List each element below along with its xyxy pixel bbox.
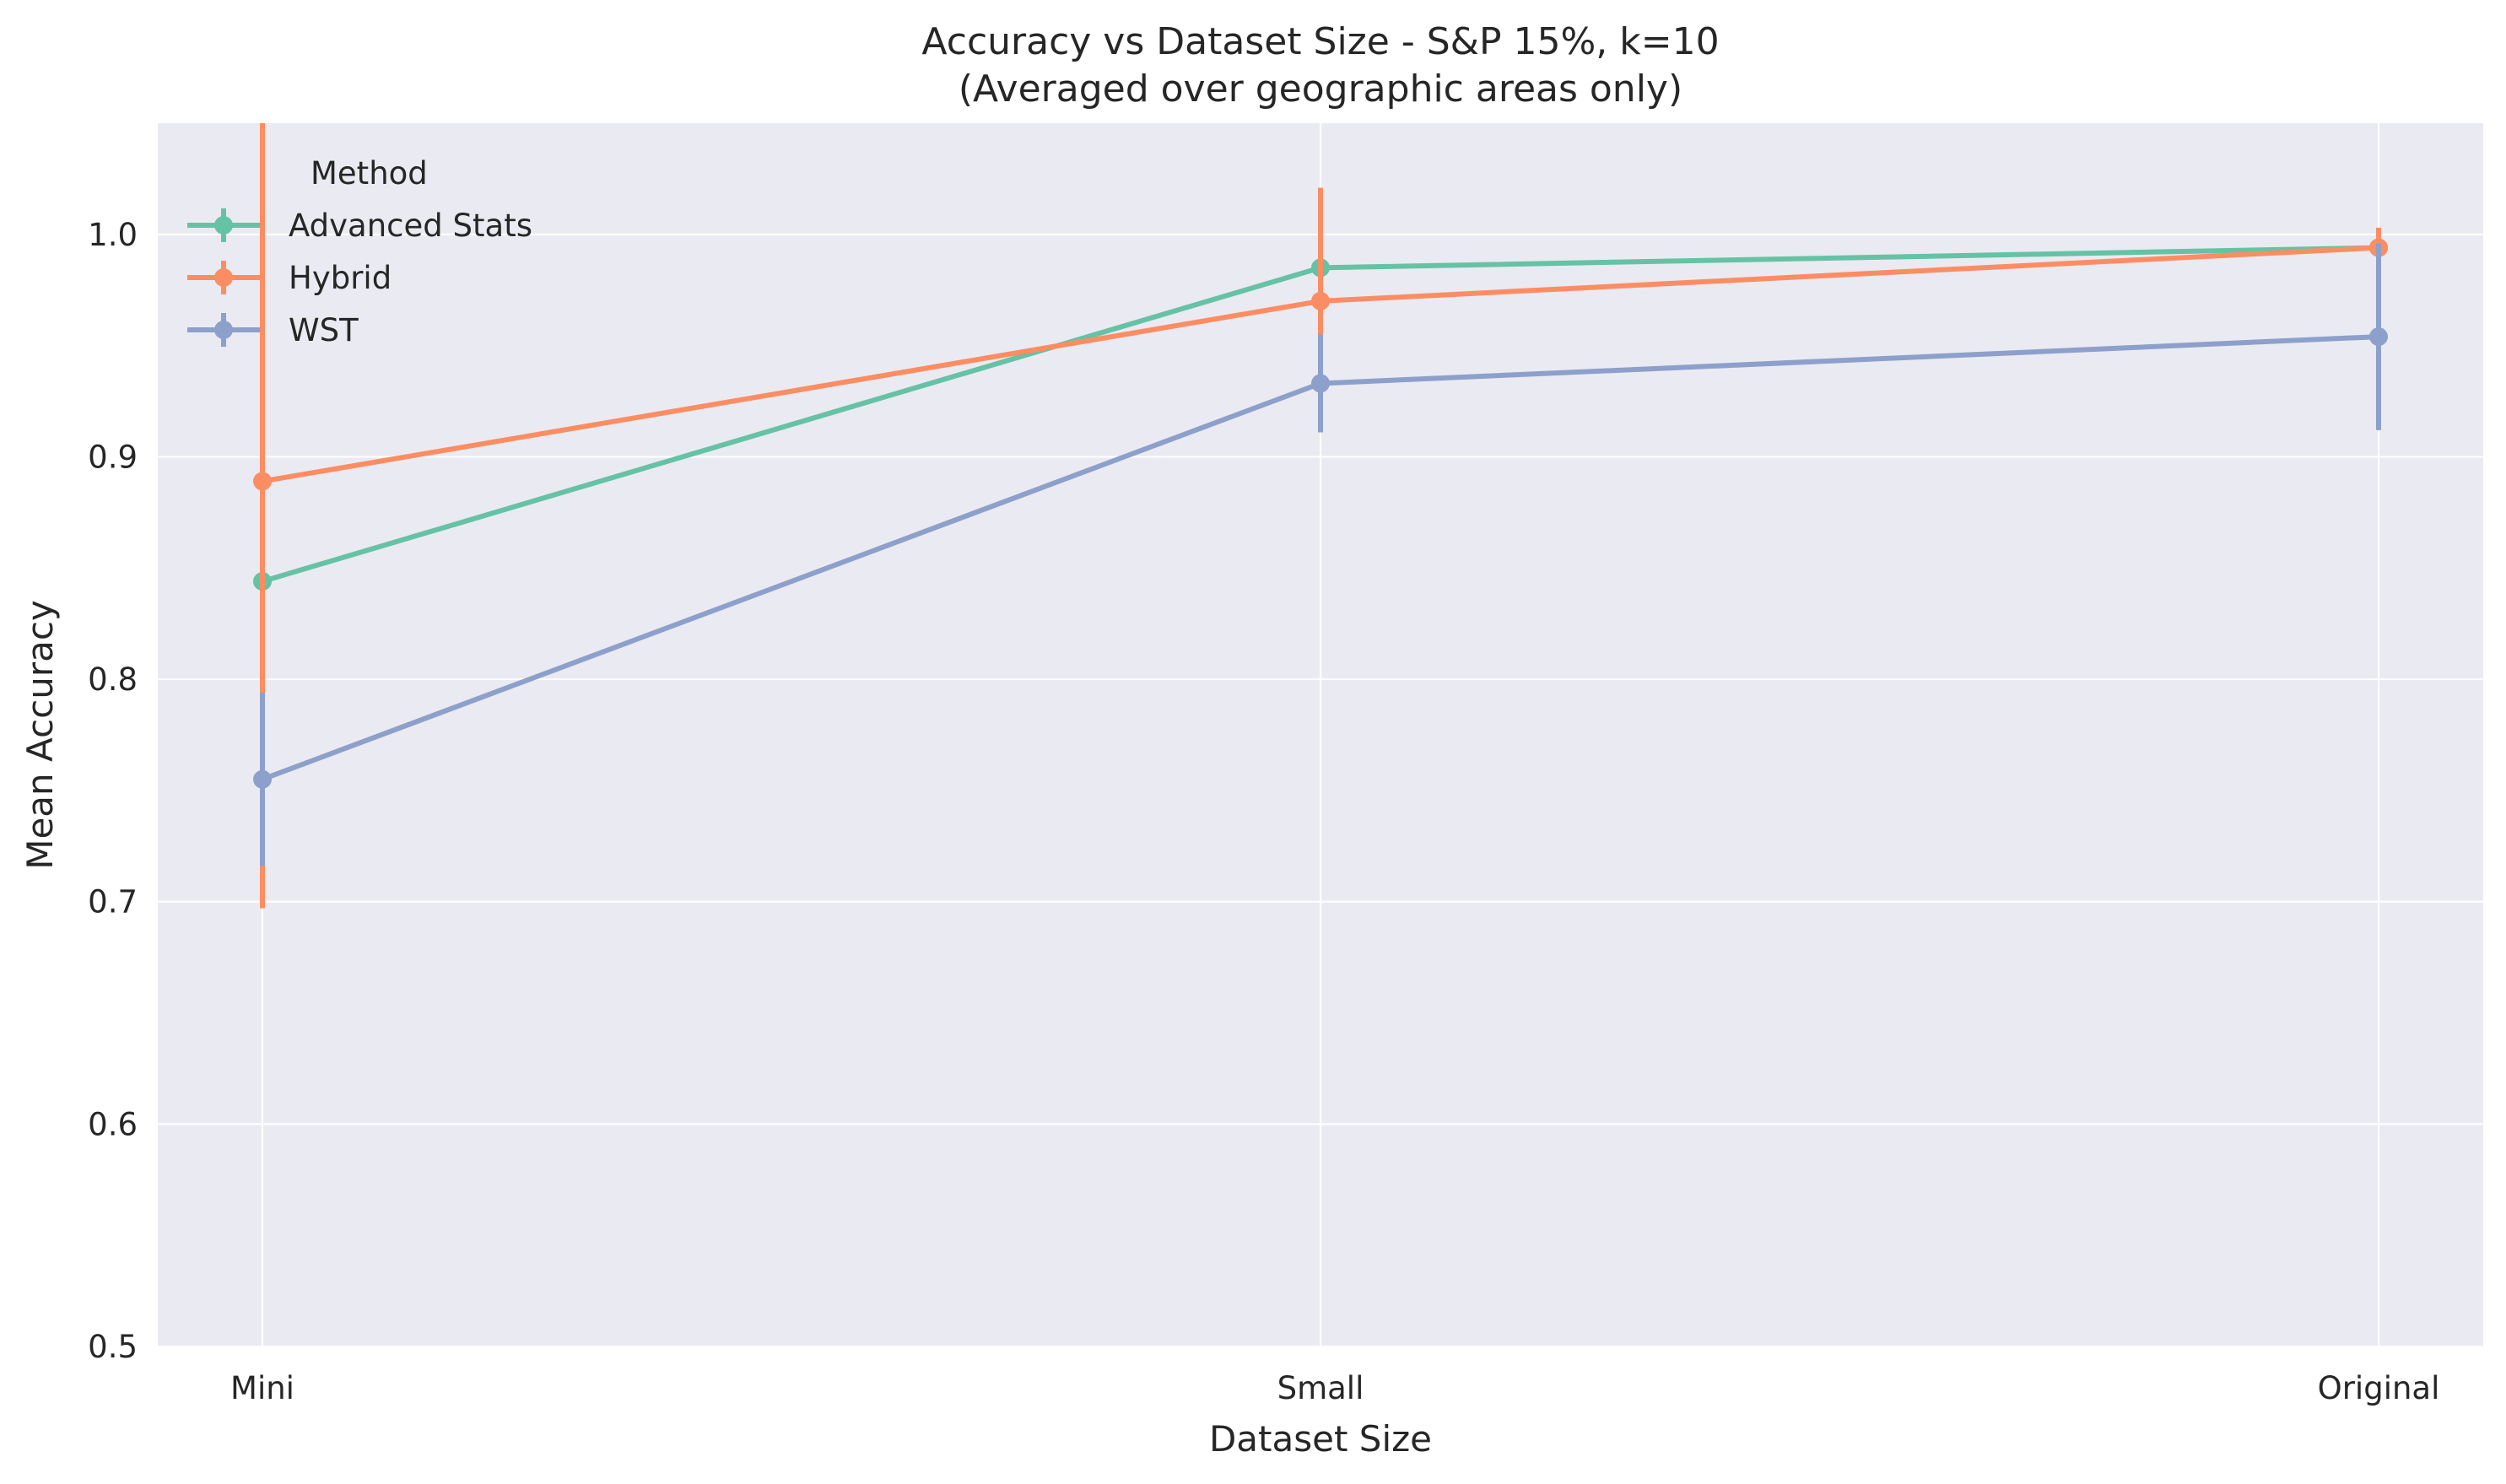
legend-marker [214, 216, 233, 235]
series-layer [253, 123, 2388, 909]
y-tick-label: 0.6 [88, 1106, 138, 1142]
x-ticks: Mini Small Original [230, 1370, 2439, 1406]
y-tick-label: 0.7 [88, 884, 138, 920]
y-tick-label: 0.9 [88, 439, 138, 475]
legend-item: Advanced Stats [187, 208, 532, 244]
chart-title: Accuracy vs Dataset Size - S&P 15%, k=10 [921, 20, 1719, 63]
chart-subtitle: (Averaged over geographic areas only) [959, 67, 1682, 111]
legend-item: Hybrid [187, 260, 392, 296]
data-point [253, 472, 272, 491]
legend-label: Advanced Stats [289, 208, 532, 244]
series-wst [253, 243, 2388, 866]
data-point [2369, 327, 2388, 347]
data-point [1311, 374, 1330, 393]
legend-item: WST [187, 312, 359, 348]
legend-marker [214, 321, 233, 339]
y-tick-label: 1.0 [88, 217, 138, 253]
legend-title: Method [311, 155, 428, 192]
legend-items: Advanced Stats Hybrid WST [187, 208, 532, 348]
legend-label: Hybrid [289, 260, 392, 296]
x-axis-label: Dataset Size [1209, 1418, 1432, 1460]
y-tick-label: 0.5 [88, 1329, 138, 1365]
legend-marker [214, 268, 233, 287]
data-point [253, 769, 272, 789]
data-point [1311, 291, 1330, 310]
x-tick-label: Original [2318, 1370, 2440, 1406]
x-tick-label: Small [1277, 1370, 1364, 1406]
x-tick-label: Mini [230, 1370, 294, 1406]
legend-label: WST [289, 312, 359, 348]
y-ticks: 0.5 0.6 0.7 0.8 0.9 1.0 [88, 217, 138, 1365]
legend: Method Advanced Stats Hybrid WST [187, 155, 532, 348]
y-tick-label: 0.8 [88, 661, 138, 698]
y-axis-label: Mean Accuracy [19, 600, 61, 870]
